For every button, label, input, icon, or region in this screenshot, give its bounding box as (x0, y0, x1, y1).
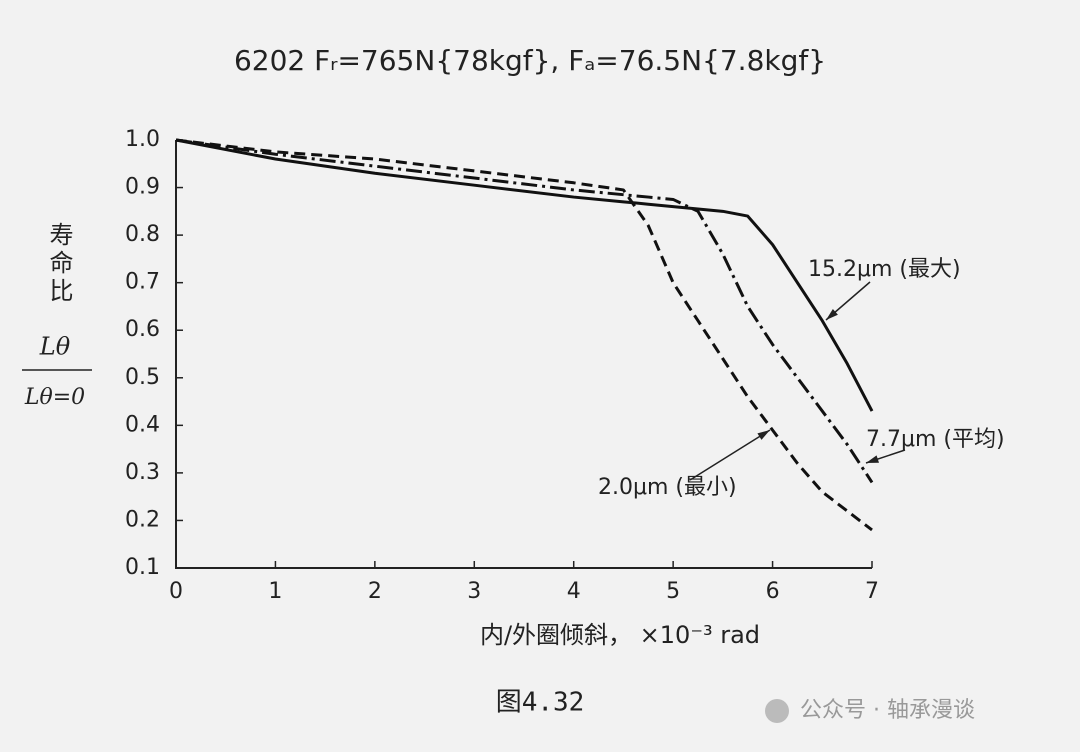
y-tick-label: 0.2 (125, 507, 160, 532)
x-tick-label: 3 (467, 579, 481, 604)
x-tick-label: 1 (268, 579, 282, 604)
series-line (175, 138, 874, 412)
arrow-head (757, 430, 770, 440)
y-tick-label: 0.1 (125, 555, 160, 580)
y-tick-label: 0.7 (125, 270, 160, 295)
y-tick-label: 0.6 (125, 317, 160, 342)
x-tick-label: 4 (567, 579, 581, 604)
x-tick-label: 0 (169, 579, 183, 604)
x-tick-label: 7 (865, 579, 879, 604)
series-label: 7.7μm (平均) (866, 427, 1005, 452)
x-axis-label: 内/外圈倾斜， ×10⁻³ rad (480, 621, 760, 649)
series-label: 15.2μm (最大) (808, 257, 961, 282)
y-tick-label: 0.3 (125, 460, 160, 485)
y-tick-label: 0.4 (125, 412, 160, 437)
caption: 图4.32 (496, 688, 585, 718)
y-tick-label: 0.5 (125, 365, 160, 390)
y-tick-label: 1.0 (125, 127, 160, 152)
watermark: 公众号 · 轴承漫谈 (800, 698, 975, 723)
x-tick-label: 5 (666, 579, 680, 604)
arrow-head (826, 308, 838, 320)
arrow-head (866, 455, 879, 463)
y-axis-label: 寿命比 (45, 222, 73, 306)
annotation-arrow (689, 429, 771, 481)
y-tick-label: 0.8 (125, 222, 160, 247)
x-tick-label: 2 (368, 579, 382, 604)
series-line (175, 138, 873, 532)
watermark-icon (765, 699, 789, 723)
chart-title: 6202 Fᵣ=765N{78kgf}, Fₐ=76.5N{7.8kgf} (234, 44, 826, 77)
series-label: 2.0μm (最小) (598, 475, 737, 500)
y-axis-label-numerator: Lθ (39, 333, 71, 361)
series-line (175, 138, 874, 484)
y-axis-label-denominator: Lθ=0 (24, 385, 85, 410)
y-tick-label: 0.9 (125, 175, 160, 200)
x-tick-label: 6 (766, 579, 780, 604)
